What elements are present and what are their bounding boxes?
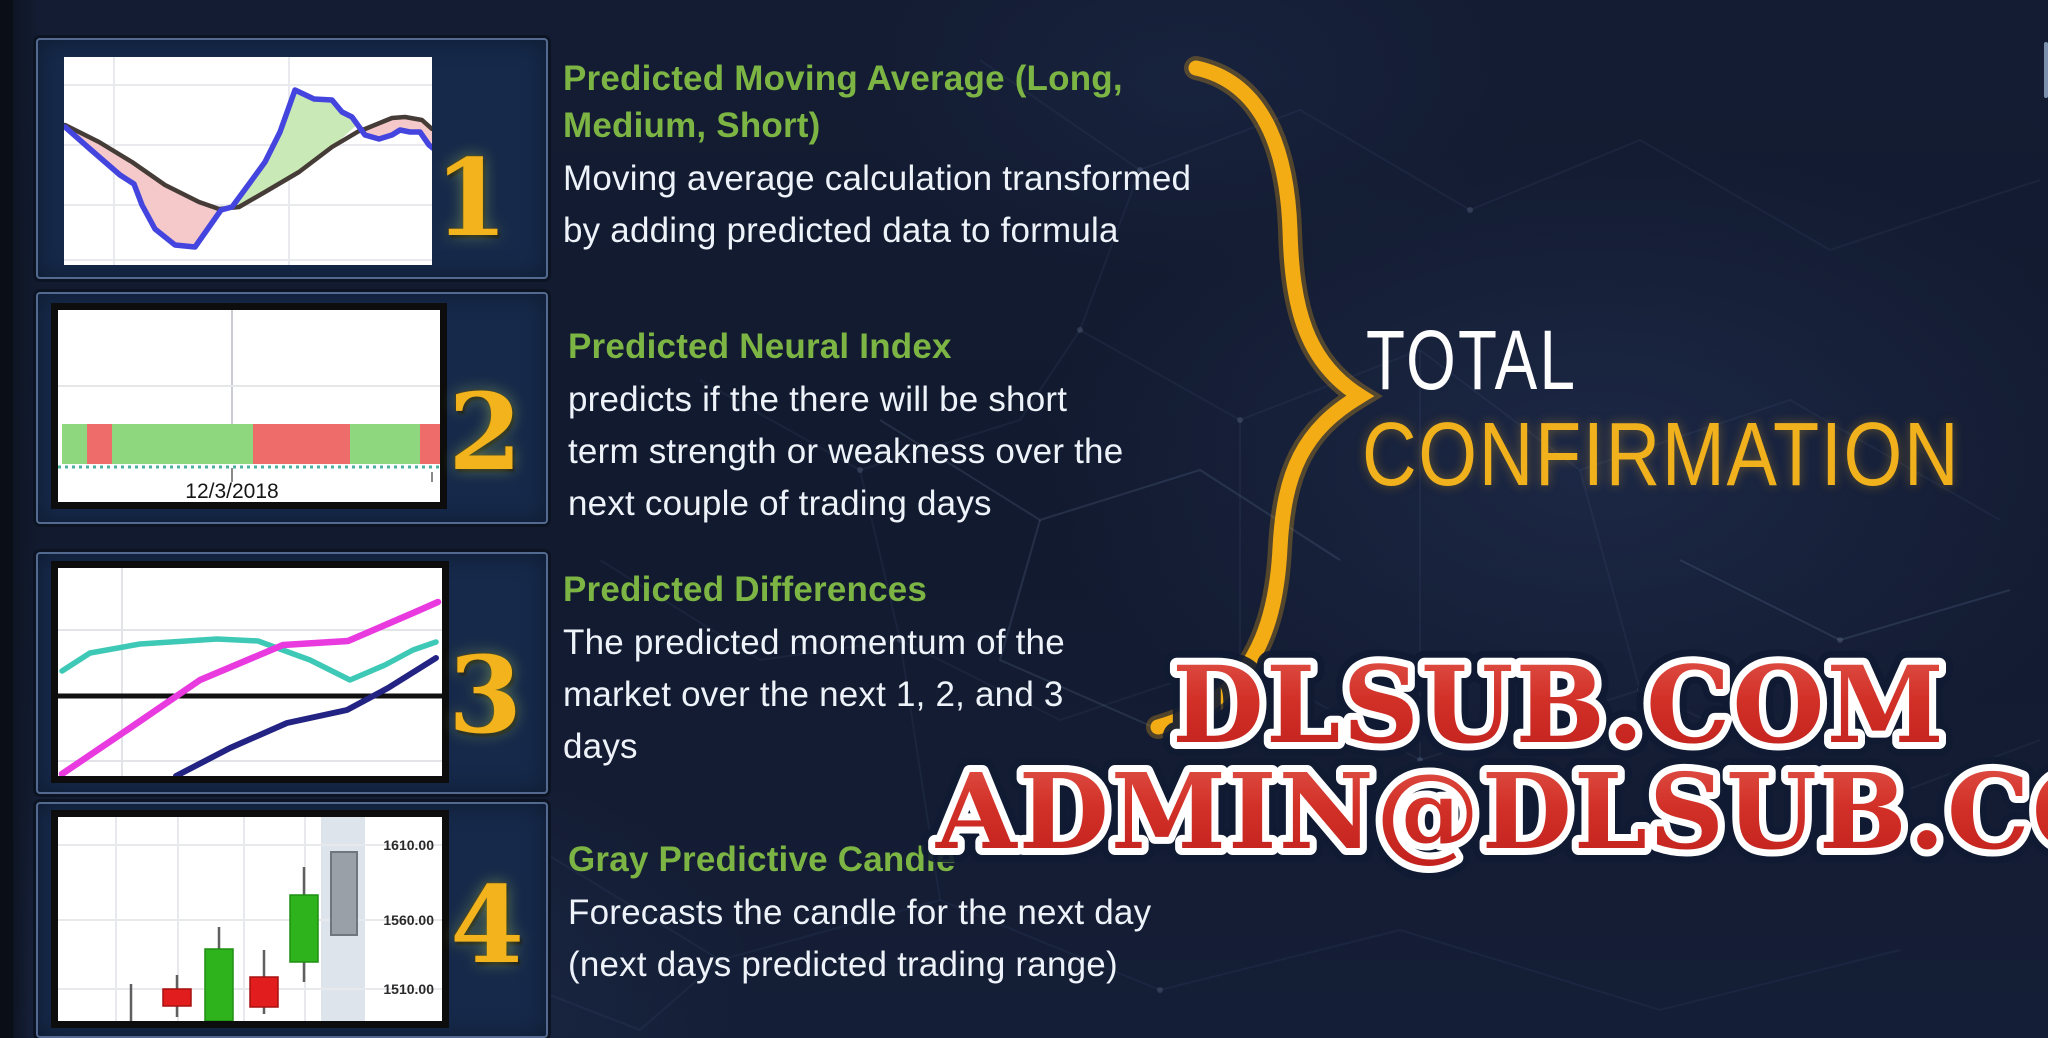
thumbnail-panel-neural-index: 12/3/2018 2 [36,292,548,524]
desc-line: Forecasts the candle for the next day [568,893,1152,932]
feature-text-differences: Predicted Differences The predicted mome… [563,566,1283,773]
desc-line: (next days predicted trading range) [568,945,1118,984]
title-line: Predicted Differences [563,570,928,609]
feature-text-moving-average: Predicted Moving Average (Long, Medium, … [563,55,1283,257]
feature-title: Gray Predictive Candle [568,836,1288,883]
feature-text-neural-index: Predicted Neural Index predicts if the t… [568,323,1288,530]
feature-text-candle: Gray Predictive Candle Forecasts the can… [568,836,1288,991]
feature-description: The predicted momentum of the market ove… [563,617,1283,773]
desc-line: days [563,727,638,766]
confirmation-label: CONFIRMATION [1362,405,1961,505]
left-edge-strip [0,0,13,1038]
candle-axis-label-1560: 1560.00 [383,912,434,928]
moving-average-chart-thumbnail [64,57,432,265]
title-line: Medium, Short) [563,106,821,145]
step-number-1: 1 [434,135,508,260]
desc-line: Moving average calculation transformed [563,159,1192,198]
feature-title: Predicted Moving Average (Long, Medium, … [563,55,1283,149]
feature-description: Forecasts the candle for the next day (n… [568,887,1288,991]
thumbnail-panel-differences: 3 [36,552,548,794]
right-edge-highlight [2044,42,2048,98]
candle-axis-label-1510: 1510.00 [383,981,434,997]
neural-index-chart-thumbnail: 12/3/2018 [51,303,447,509]
feature-description: predicts if the there will be short term… [568,374,1288,530]
feature-description: Moving average calculation transformed b… [563,153,1283,257]
neural-index-date-label: 12/3/2018 [185,480,278,502]
total-label: TOTAL [1366,313,1578,407]
step-number-2: 2 [448,369,522,494]
left-edge-fade [13,0,39,1038]
desc-line: market over the next 1, 2, and 3 [563,675,1064,714]
thumbnail-panel-candle: 1610.00 1560.00 1510.00 4 [36,802,548,1038]
desc-line: The predicted momentum of the [563,623,1065,662]
title-line: Predicted Moving Average (Long, [563,59,1123,98]
title-line: Gray Predictive Candle [568,840,956,879]
title-line: Predicted Neural Index [568,327,952,366]
candle-chart-thumbnail: 1610.00 1560.00 1510.00 [51,810,449,1028]
desc-line: by adding predicted data to formula [563,211,1119,250]
desc-line: next couple of trading days [568,484,992,523]
feature-title: Predicted Neural Index [568,323,1288,370]
desc-line: term strength or weakness over the [568,432,1124,471]
candle-axis-label-1610: 1610.00 [383,837,434,853]
thumbnail-panel-moving-average: 1 [36,38,548,279]
differences-chart-thumbnail [51,561,449,783]
step-number-4: 4 [450,862,524,987]
desc-line: predicts if the there will be short [568,380,1068,419]
feature-title: Predicted Differences [563,566,1283,613]
step-number-3: 3 [448,632,522,757]
